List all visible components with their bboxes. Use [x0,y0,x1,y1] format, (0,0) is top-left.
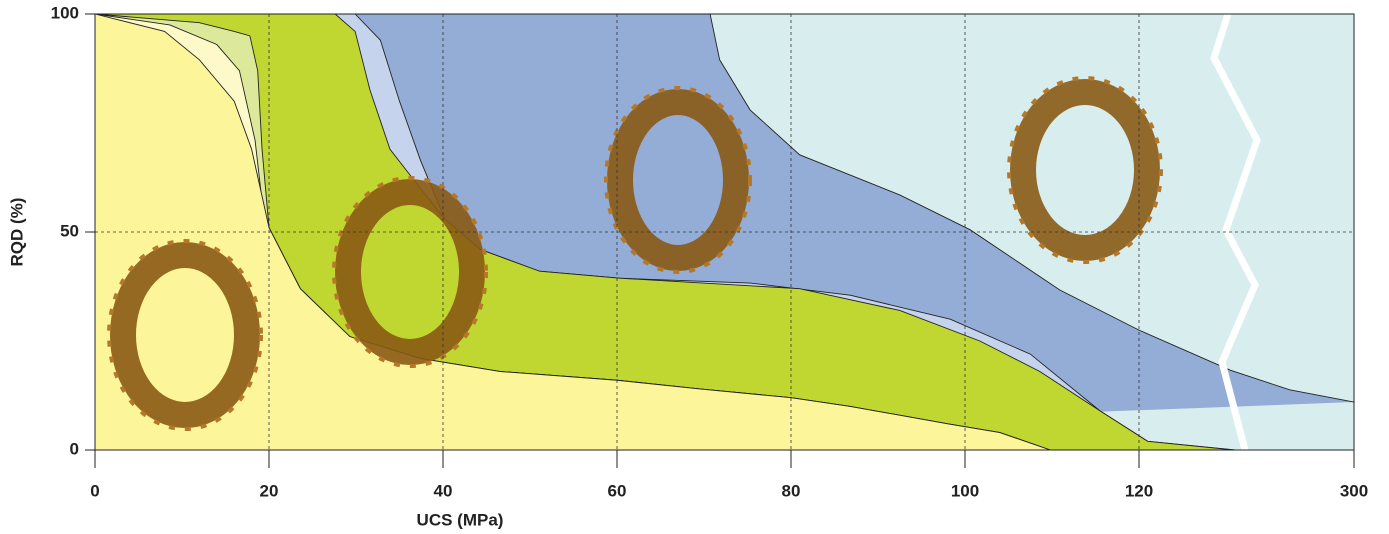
cutter-wheel [110,242,260,428]
cutter-wheel [607,89,749,271]
cutter-wheel [335,179,485,365]
cutter-wheel [1010,79,1160,261]
region [95,14,1051,450]
plot-frame [94,13,1355,451]
x-tick-label: 80 [782,481,801,500]
plot [94,12,1355,451]
x-tick-label: 60 [608,481,627,500]
axis-break [1210,12,1261,451]
boundary [709,13,1355,403]
y-axis-title: RQD (%) [7,198,26,267]
y-tick-label: 0 [70,439,79,458]
boundary [334,13,1235,451]
cutter-wheel-rim [1007,76,1163,264]
x-tick-label: 40 [434,481,453,500]
x-tick-label: 100 [951,481,979,500]
y-tick-label: 50 [60,221,79,240]
x-tick-label: 20 [260,481,279,500]
y-tick-label: 100 [51,3,79,22]
cutter-wheel-rim [332,176,488,368]
x-axis-title: UCS (MPa) [417,510,504,529]
x-tick-label: 300 [1340,481,1368,500]
cutter-wheel-rim [107,239,263,431]
cutter-wheel-rim [604,86,752,274]
x-tick-label: 120 [1125,481,1153,500]
x-tick-label: 0 [90,481,99,500]
